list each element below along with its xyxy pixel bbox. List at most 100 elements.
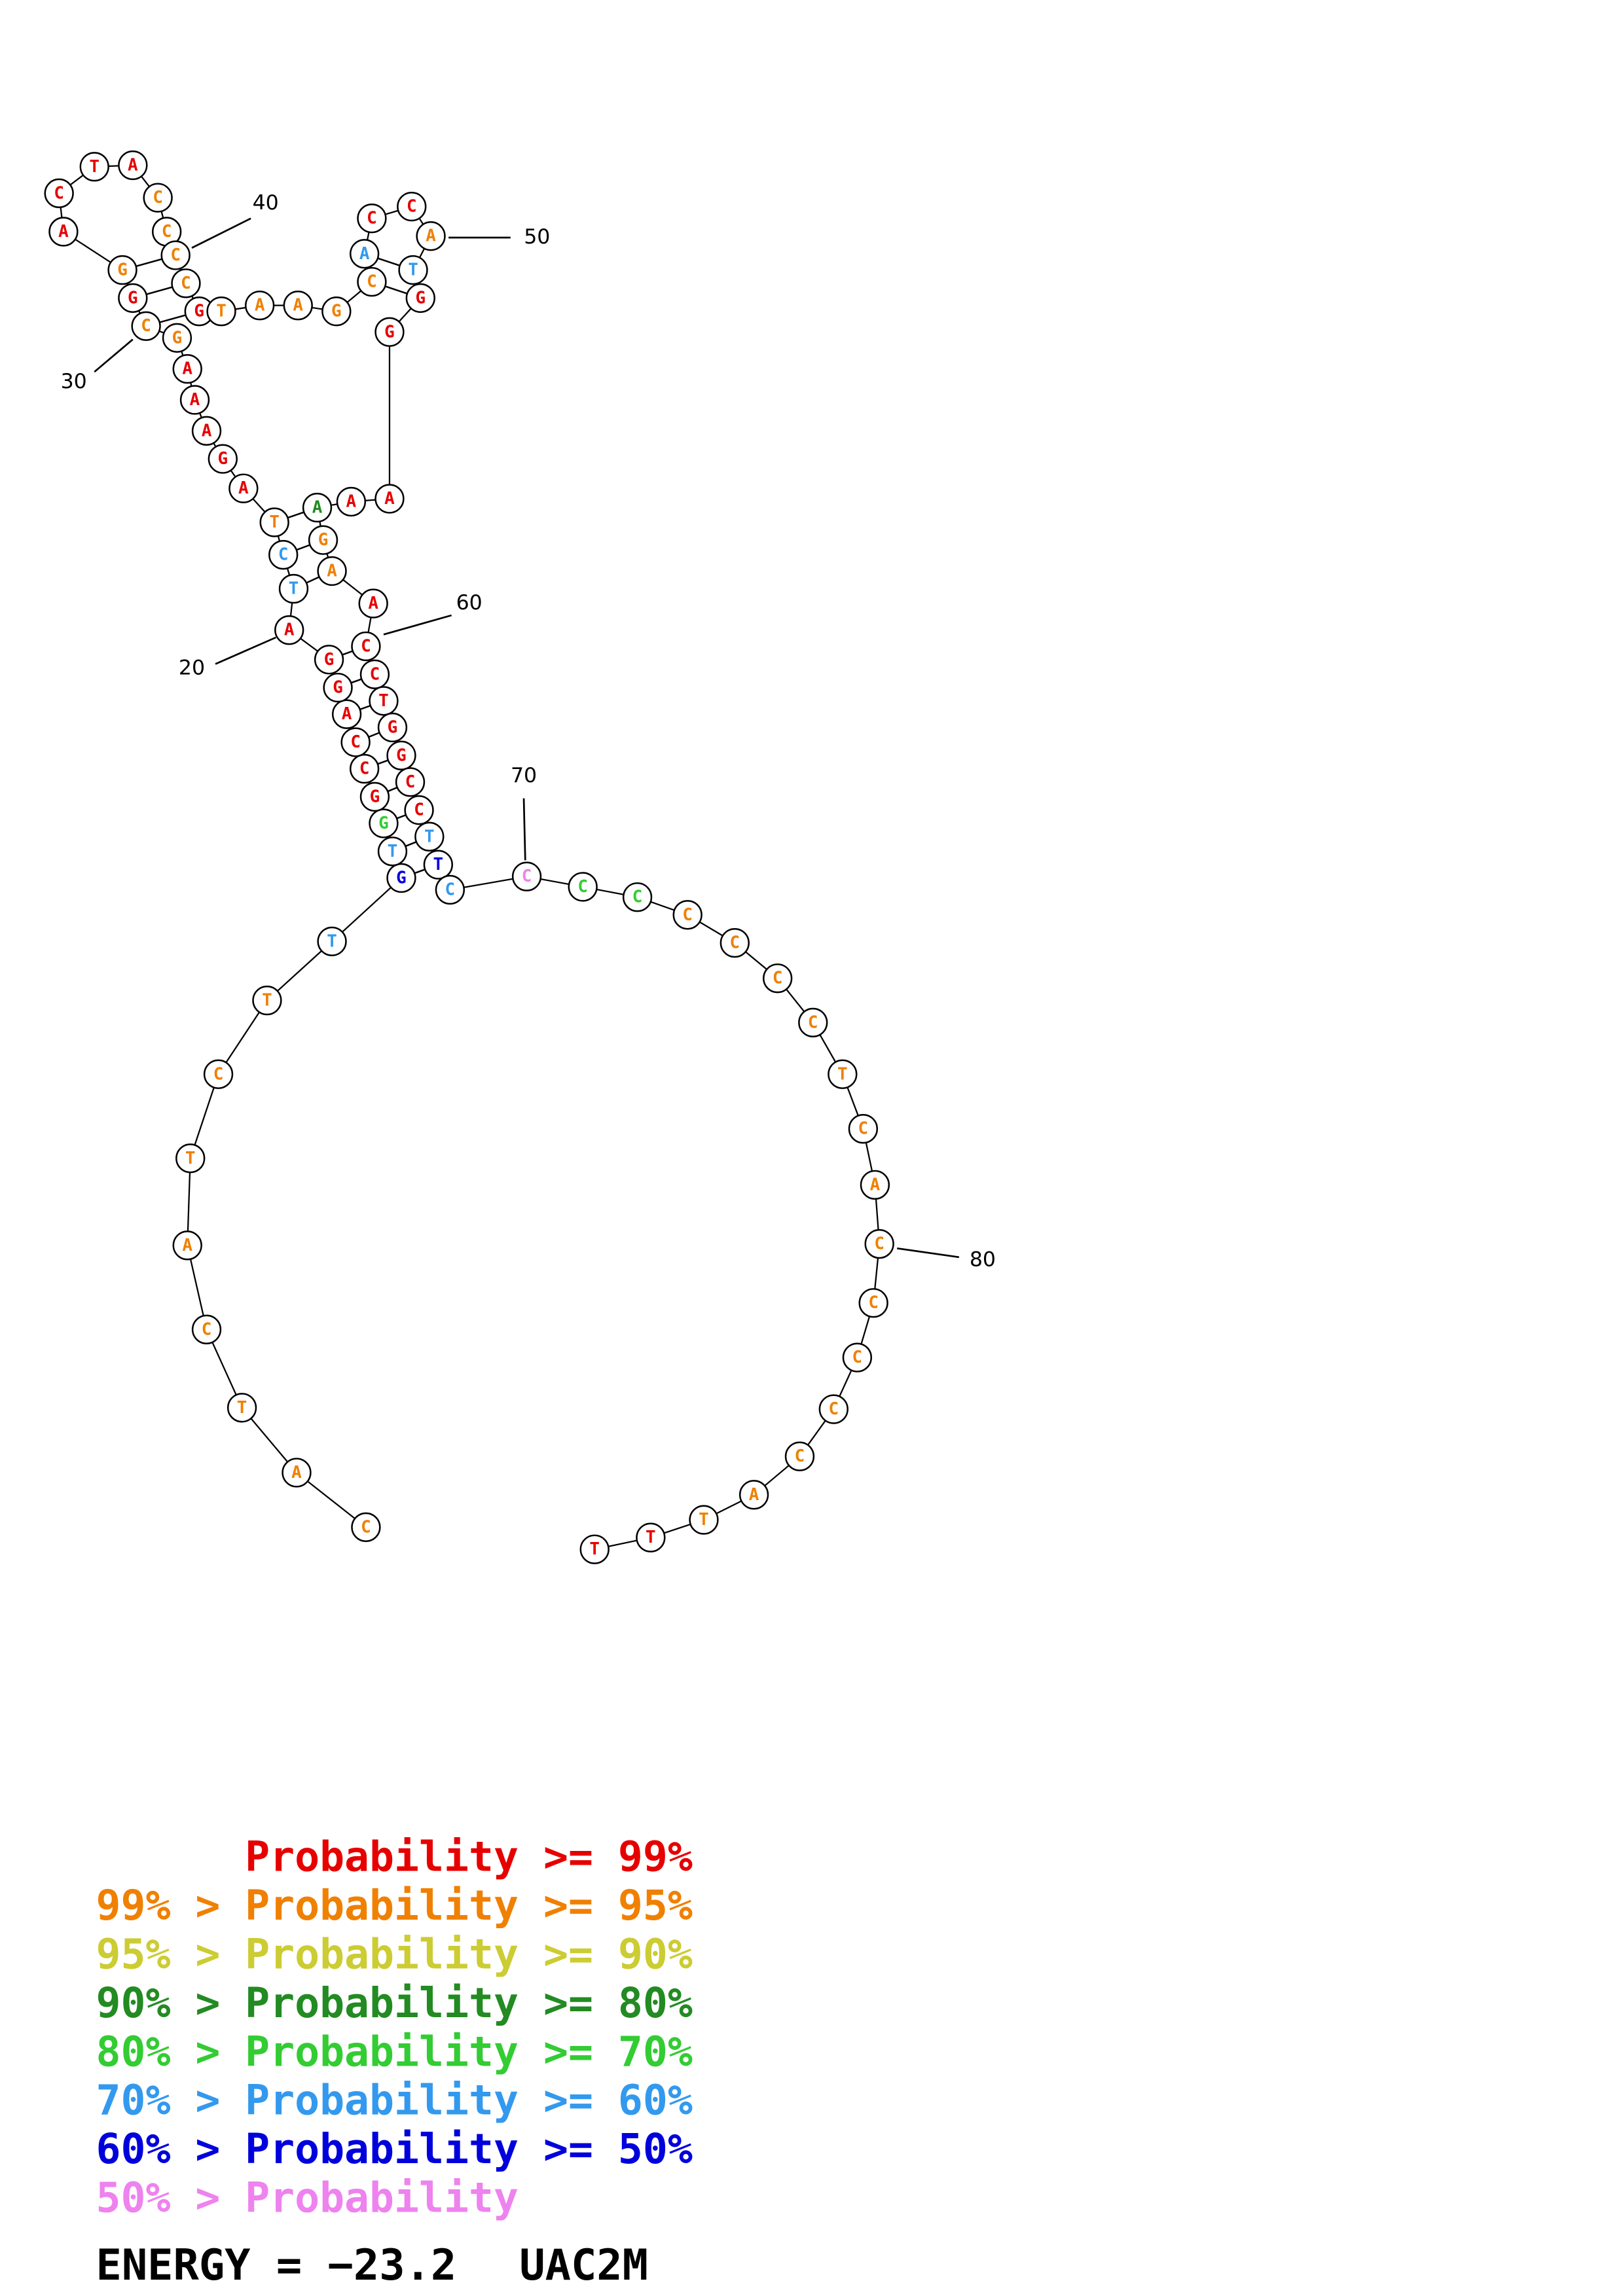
nucleotide-letter: G [370,787,380,806]
nucleotide-letter: T [216,302,227,321]
nucleotide-circle [414,821,445,852]
nucleotide-letter: C [522,867,532,886]
nucleotide-circle [398,255,428,285]
nucleotide-letter: G [217,449,228,469]
nucleotide-letter: C [162,222,172,242]
nucleotide-letter: A [284,620,295,640]
position-tick-line [215,636,276,665]
nucleotide-circle [323,672,353,703]
nucleotide-circle [689,1505,719,1535]
nucleotide-letter: C [730,933,740,953]
nucleotide-circle [340,727,371,757]
nucleotide-letter: C [359,759,370,779]
nucleotide-circle [798,1007,828,1038]
nucleotide-letter: G [415,288,426,308]
legend-body: Probability >= 50% [245,2125,693,2173]
nucleotide-circle [79,152,109,182]
nucleotide-circle [369,808,399,838]
nucleotide-circle [864,1229,894,1259]
nucleotide-letter: G [396,745,407,765]
nucleotide-letter: T [408,260,418,280]
nucleotide-circle [203,1059,234,1089]
nucleotide-letter: A [359,244,370,264]
nucleotide-circle [568,872,598,902]
nucleotide-letter: A [342,704,352,724]
nucleotide-letter: C [202,1319,212,1339]
nucleotide-circle [397,191,427,222]
nucleotide-letter: C [795,1446,805,1466]
position-number: 80 [970,1247,996,1271]
nucleotide-circle [228,473,259,503]
nucleotide-letter: C [54,183,64,203]
nucleotide-letter: T [424,827,435,846]
nucleotide-letter: C [414,800,424,820]
nucleotide-circle [395,767,426,797]
nucleotide-circle [359,659,390,689]
nucleotide-letter: A [202,421,212,440]
legend-prefix: 70% > [96,2076,220,2125]
nucleotide-circle [191,416,222,446]
nucleotide-circle [377,712,408,743]
nucleotide-letter: C [632,888,643,907]
nucleotide-letter: A [426,226,436,246]
legend-row-lt50: 50% > Probability [96,2173,518,2221]
nucleotide-letter: A [384,489,395,509]
nucleotide-circle [208,444,238,474]
nucleotide-circle [784,1441,815,1471]
structure-name: UAC2M [519,2240,648,2290]
nucleotide-circle [321,296,352,327]
nucleotide-letter: C [405,772,416,792]
nucleotide-circle [374,484,405,514]
nucleotide-letter: A [293,296,303,315]
nucleotide-letter: G [388,717,398,737]
position-number: 70 [511,764,537,787]
nucleotide-circle [314,645,344,675]
nucleotide-letter: A [368,594,378,613]
nucleotide-letter: G [128,288,138,308]
nucleotide-letter: C [682,905,693,925]
legend-row-p60: 70% > Probability >= 60% [96,2076,692,2125]
nucleotide-letter: T [269,512,280,532]
nucleotide-circle [331,699,362,729]
nucleotide-letter: C [829,1399,839,1419]
nucleotide-circle [268,540,299,570]
energy-value: ENERGY = −23.2 [96,2240,456,2290]
legend-prefix: 95% > [96,1929,220,1978]
nucleotide-circle [302,492,333,523]
nucleotide-letter: A [182,1236,192,1255]
nucleotide-letter: C [213,1064,224,1084]
nucleotide-circle [317,926,347,957]
nucleotide-letter: C [407,197,417,217]
nucleotide-letter: T [89,157,100,177]
nucleotide-letter: C [445,880,456,899]
nucleotide-circle [763,963,793,994]
legend-prefix: 60% > [96,2125,220,2173]
nucleotide-letter: A [190,390,200,410]
nucleotide-letter: A [255,296,265,315]
nucleotide-circle [739,1480,769,1510]
position-tick-line [522,798,526,861]
nucleotide-circle [118,150,148,181]
nucleotide-circle [171,268,201,298]
legend-row-p99: Probability >= 99% [245,1833,693,1881]
nucleotide-circle [308,525,338,555]
nucleotide-letter: G [378,814,389,833]
nucleotide-circle [858,1288,888,1318]
nucleotide-letter: C [278,545,289,565]
nucleotide-circle [636,1522,666,1552]
nucleotide-circle [191,1314,222,1344]
nucleotide-letter: A [58,222,69,242]
nucleotide-circle [357,266,387,297]
position-tick-line [191,217,251,249]
nucleotide-circle [172,353,202,384]
nucleotide-letter: G [384,322,395,342]
nucleotide-circle [842,1342,873,1372]
nucleotide-letter: T [699,1510,709,1530]
nucleotide-letter: A [238,478,249,498]
nucleotide-letter: G [172,328,183,348]
nucleotide-letter: A [291,1463,302,1482]
nucleotide-circle [349,239,380,269]
nucleotide-letter: T [589,1539,600,1559]
nucleotide-letter: A [346,492,357,512]
